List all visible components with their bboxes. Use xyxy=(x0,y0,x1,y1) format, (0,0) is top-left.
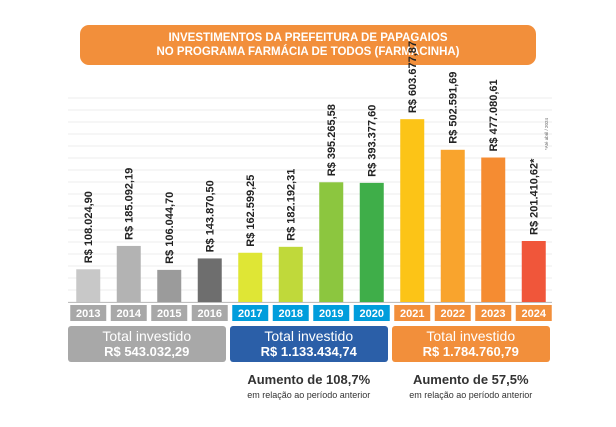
value-labels: R$ 108.024,90 R$ 185.092,19 R$ 106.044,70 R… xyxy=(83,41,549,264)
value-label-2020: R$ 393.377,60 xyxy=(367,105,379,177)
total-value: R$ 543.032,29 xyxy=(104,343,190,359)
bar-2021 xyxy=(400,119,425,302)
grid-lines xyxy=(68,97,552,303)
footnote-label: *Até abril / 2024 xyxy=(544,117,549,150)
total-title: Total investido xyxy=(264,328,354,345)
value-label-2024: R$ 201.410,62* xyxy=(529,158,541,235)
value-label-2021: R$ 603.677,87 xyxy=(407,41,419,113)
value-label-2019: R$ 395.265,58 xyxy=(326,104,338,176)
total-box-2021-2024: Total investido R$ 1.784.760,79 xyxy=(392,326,550,362)
bar-2018 xyxy=(278,246,303,302)
increase-note-2021-2024: Aumento de 57,5% em relação ao período a… xyxy=(392,372,550,400)
year-label-2013: 2013 xyxy=(76,308,100,320)
value-label-2018: R$ 182.192,31 xyxy=(286,169,298,241)
bar-2015 xyxy=(157,269,182,302)
year-label-2019: 2019 xyxy=(319,308,343,320)
total-title: Total investido xyxy=(426,328,516,345)
year-label-bg-2016 xyxy=(191,305,228,321)
chart-title-box: INVESTIMENTOS DA PREFEITURA DE PAPAGAIOS… xyxy=(80,25,536,65)
year-label-bg-2020 xyxy=(353,305,390,321)
increase-subtitle: em relação ao período anterior xyxy=(247,390,371,400)
year-label-bg-2014 xyxy=(110,305,147,321)
year-label-bg-2021 xyxy=(394,305,431,321)
bar-2024 xyxy=(521,241,546,302)
bar-2017 xyxy=(238,252,263,302)
value-label-2013: R$ 108.024,90 xyxy=(83,191,95,263)
chart-title-line-1: INVESTIMENTOS DA PREFEITURA DE PAPAGAIOS xyxy=(168,31,448,44)
value-label-2023: R$ 477.080,61 xyxy=(488,79,500,151)
year-label-bg-2019 xyxy=(313,305,350,321)
year-label-2016: 2016 xyxy=(198,308,222,320)
bar-2016 xyxy=(197,258,222,302)
bar-2022 xyxy=(440,149,465,302)
increase-title: Aumento de 108,7% xyxy=(247,372,371,387)
value-label-2016: R$ 143.870,50 xyxy=(205,180,217,252)
year-label-2018: 2018 xyxy=(279,308,303,320)
year-label-bg-2023 xyxy=(475,305,512,321)
year-label-bg-2017 xyxy=(232,305,269,321)
year-label-2023: 2023 xyxy=(481,308,505,320)
total-value: R$ 1.784.760,79 xyxy=(422,343,519,359)
bar-2020 xyxy=(359,182,384,302)
year-label-bg-2022 xyxy=(434,305,471,321)
bar-2023 xyxy=(481,157,506,302)
year-label-2024: 2024 xyxy=(522,308,547,320)
increase-note-2017-2020: Aumento de 108,7% em relação ao período … xyxy=(230,372,388,400)
bar-2013 xyxy=(76,269,101,302)
year-labels: 2013 2014 2015 2016 2017 2018 2019 2020 2021 2022… xyxy=(70,305,552,321)
year-label-bg-2024 xyxy=(515,305,552,321)
increase-title: Aumento de 57,5% xyxy=(412,372,529,387)
year-label-bg-2015 xyxy=(151,305,188,321)
year-label-bg-2013 xyxy=(70,305,107,321)
year-label-2020: 2020 xyxy=(360,308,384,320)
bar-2019 xyxy=(319,182,344,302)
total-value: R$ 1.133.434,74 xyxy=(260,343,357,359)
total-title: Total investido xyxy=(102,328,192,345)
value-label-2022: R$ 502.591,69 xyxy=(448,72,460,144)
value-label-2017: R$ 162.599,25 xyxy=(245,175,257,247)
increase-subtitle: em relação ao período anterior xyxy=(409,390,533,400)
year-label-bg-2018 xyxy=(272,305,309,321)
year-label-2014: 2014 xyxy=(117,308,142,320)
total-box-2017-2020: Total investido R$ 1.133.434,74 xyxy=(230,326,388,362)
chart-title-line-2: NO PROGRAMA FARMÁCIA DE TODOS (FARMACINH… xyxy=(156,46,460,58)
value-label-2015: R$ 106.044,70 xyxy=(164,192,176,264)
year-label-2015: 2015 xyxy=(157,308,181,320)
bar-2014 xyxy=(116,245,141,302)
year-label-2021: 2021 xyxy=(400,308,424,320)
year-label-2022: 2022 xyxy=(441,308,465,320)
total-box-2013-2016: Total investido R$ 543.032,29 xyxy=(68,326,226,362)
value-label-2014: R$ 185.092,19 xyxy=(124,168,136,240)
bars xyxy=(76,119,546,302)
year-label-2017: 2017 xyxy=(238,308,262,320)
